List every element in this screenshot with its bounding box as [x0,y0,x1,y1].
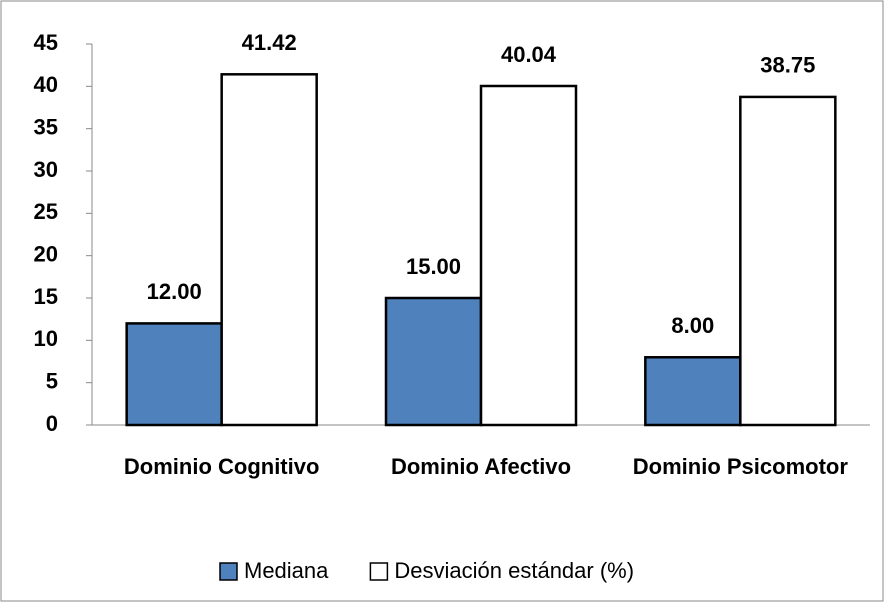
y-tick-label: 20 [34,241,58,266]
legend-swatch [369,562,389,581]
legend-label: Mediana [244,558,329,583]
data-label: 12.00 [147,279,202,304]
y-tick-label: 25 [34,199,58,224]
y-tick-label: 45 [34,30,58,55]
y-tick-label: 30 [34,157,58,182]
y-tick-label: 40 [34,72,58,97]
data-label: 38.75 [760,53,815,78]
data-label: 41.42 [242,30,297,55]
bar [125,322,223,427]
data-label: 15.00 [406,254,461,279]
y-tick-label: 5 [46,368,58,393]
y-tick-label: 0 [46,411,58,436]
bar [384,296,483,427]
x-tick-label: Dominio Psicomotor [632,454,848,479]
data-label: 8.00 [671,313,714,338]
bar [220,73,318,427]
y-tick-label: 35 [34,114,58,139]
legend-swatch [219,562,238,581]
bar [739,95,837,427]
x-tick-label: Dominio Cognitivo [123,454,320,479]
bar [479,84,578,427]
data-label: 40.04 [501,42,557,67]
legend-label: Desviación estándar (%) [394,558,634,583]
y-tick-label: 10 [34,326,58,351]
bar [644,356,742,427]
x-tick-label: Dominio Afectivo [390,454,572,479]
y-tick-label: 15 [34,284,58,309]
